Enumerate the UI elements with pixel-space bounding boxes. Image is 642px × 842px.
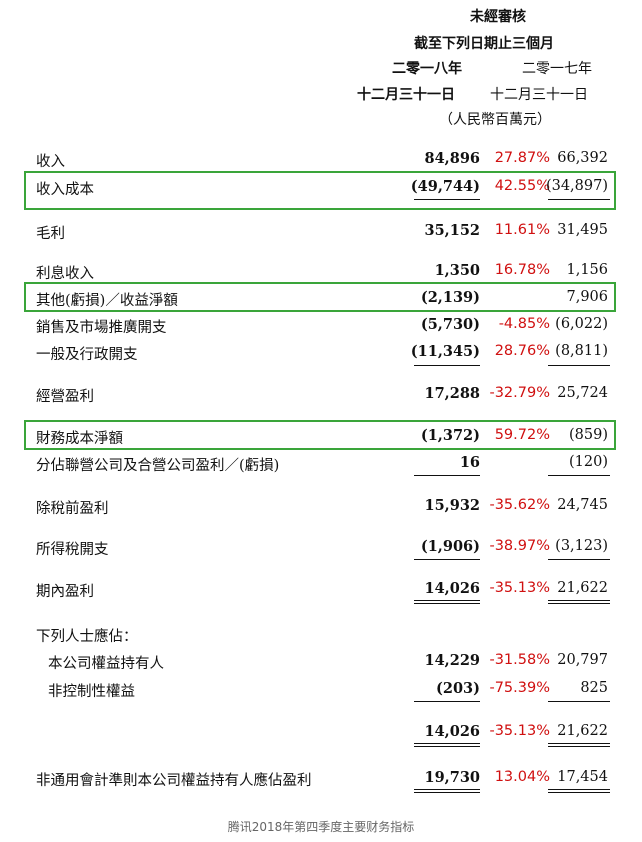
row-label: 非控制性權益 — [48, 684, 135, 700]
value-2018: 14,229 — [424, 652, 481, 669]
date-2018-heading: 十二月三十一日 — [357, 87, 455, 103]
value-2018: 17,288 — [424, 385, 481, 402]
value-2017: 1,156 — [566, 262, 608, 278]
row-label: 非通用會計準則本公司權益持有人應佔盈利 — [36, 773, 312, 789]
underline-2018 — [414, 559, 480, 560]
underline-2018 — [414, 475, 480, 476]
percent-change: 59.72% — [494, 427, 550, 443]
row-label: 一般及行政開支 — [36, 347, 138, 363]
value-2017: (6,022) — [555, 316, 608, 332]
percent-change: 42.55% — [494, 178, 550, 194]
highlight-box-cost-of-revenue — [24, 171, 616, 210]
double-underline-2017 — [548, 789, 610, 793]
value-2018: 15,932 — [424, 497, 481, 514]
value-2017: 21,622 — [557, 723, 608, 739]
value-2017: 25,724 — [557, 385, 608, 401]
value-2018: (2,139) — [420, 289, 480, 306]
row-label: 利息收入 — [36, 266, 94, 282]
attributable-heading: 下列人士應佔： — [36, 629, 138, 645]
unit-heading: （人民幣百萬元） — [439, 112, 551, 128]
underline-2017 — [548, 199, 610, 200]
value-2017: (3,123) — [555, 538, 608, 554]
row-label: 毛利 — [36, 226, 65, 242]
value-2018: (5,730) — [420, 316, 480, 333]
date-2017-heading: 十二月三十一日 — [490, 87, 588, 103]
underline-2018 — [414, 701, 480, 702]
value-2017: 7,906 — [566, 289, 608, 305]
percent-change: 11.61% — [494, 222, 550, 238]
row-label: 所得稅開支 — [36, 542, 109, 558]
unaudited-heading: 未經審核 — [470, 9, 526, 25]
value-2017: (120) — [569, 454, 608, 470]
double-underline-2018 — [414, 600, 480, 604]
value-2018: (203) — [436, 680, 480, 697]
percent-change: -38.97% — [489, 538, 550, 554]
percent-change: 27.87% — [494, 150, 550, 166]
year-2017-heading: 二零一七年 — [522, 61, 592, 77]
value-2018: (49,744) — [410, 178, 480, 195]
row-label: 銷售及市場推廣開支 — [36, 320, 167, 336]
value-2017: (8,811) — [555, 343, 608, 359]
double-underline-2018 — [414, 743, 480, 747]
highlight-box-finance-costs — [24, 420, 616, 450]
value-2017: 17,454 — [557, 769, 608, 785]
value-2018: 16 — [459, 454, 480, 471]
value-2017: 21,622 — [557, 580, 608, 596]
underline-2018 — [414, 365, 480, 366]
underline-2018 — [414, 199, 480, 200]
percent-change: -75.39% — [489, 680, 550, 696]
underline-2017 — [548, 365, 610, 366]
value-2018: 35,152 — [424, 222, 481, 239]
value-2017: (859) — [569, 427, 608, 443]
value-2017: 825 — [580, 680, 608, 696]
percent-change: -35.13% — [489, 723, 550, 739]
value-2018: (1,906) — [420, 538, 480, 555]
value-2017: (34,897) — [545, 178, 608, 194]
row-label: 期內盈利 — [36, 584, 94, 600]
value-2018: (1,372) — [420, 427, 480, 444]
value-2017: 31,495 — [557, 222, 608, 238]
row-label: 本公司權益持有人 — [48, 656, 164, 672]
value-2018: 14,026 — [424, 723, 481, 740]
percent-change: 16.78% — [494, 262, 550, 278]
value-2017: 66,392 — [557, 150, 608, 166]
year-2018-heading: 二零一八年 — [392, 61, 462, 77]
percent-change: -31.58% — [489, 652, 550, 668]
image-caption: 腾讯2018年第四季度主要财务指标 — [227, 820, 415, 834]
row-label: 收入 — [36, 154, 65, 170]
underline-2017 — [548, 701, 610, 702]
row-label: 收入成本 — [36, 182, 94, 198]
double-underline-2017 — [548, 600, 610, 604]
percent-change: -35.13% — [489, 580, 550, 596]
row-label: 分佔聯營公司及合營公司盈利／(虧損) — [36, 458, 280, 474]
double-underline-2017 — [548, 743, 610, 747]
value-2017: 24,745 — [557, 497, 608, 513]
row-label: 財務成本淨額 — [36, 431, 123, 447]
value-2018: 14,026 — [424, 580, 481, 597]
value-2018: (11,345) — [410, 343, 480, 360]
percent-change: -4.85% — [498, 316, 550, 332]
double-underline-2018 — [414, 789, 480, 793]
percent-change: -32.79% — [489, 385, 550, 401]
value-2018: 1,350 — [434, 262, 480, 279]
highlight-box-other-gains — [24, 282, 616, 312]
value-2018: 84,896 — [424, 150, 481, 167]
underline-2017 — [548, 559, 610, 560]
percent-change: 28.76% — [494, 343, 550, 359]
underline-2017 — [548, 475, 610, 476]
percent-change: 13.04% — [494, 769, 550, 785]
row-label: 經營盈利 — [36, 389, 94, 405]
row-label: 除稅前盈利 — [36, 501, 109, 517]
period-heading: 截至下列日期止三個月 — [414, 36, 554, 52]
row-label: 其他(虧損)／收益淨額 — [36, 293, 178, 309]
percent-change: -35.62% — [489, 497, 550, 513]
value-2017: 20,797 — [557, 652, 608, 668]
value-2018: 19,730 — [424, 769, 481, 786]
